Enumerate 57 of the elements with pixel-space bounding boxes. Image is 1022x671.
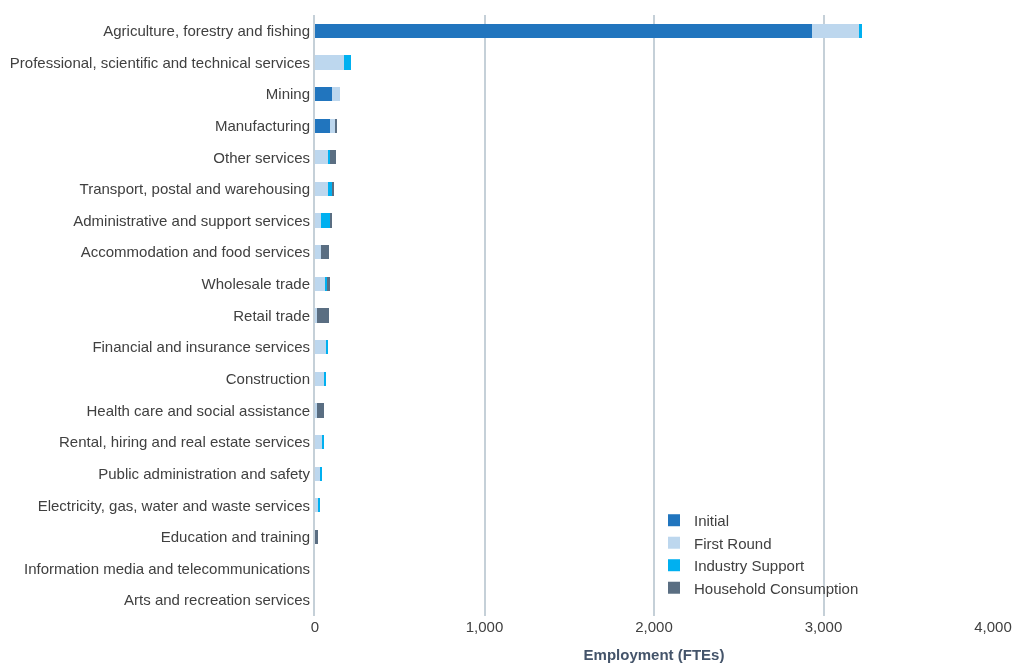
y-tick-label: Education and training <box>160 528 310 546</box>
bar <box>315 55 345 70</box>
bar <box>315 371 324 386</box>
y-tick-label: Health care and social assistance <box>86 401 310 419</box>
y-tick-label: Manufacturing <box>214 116 310 134</box>
bar <box>332 181 335 197</box>
y-tick-label: Construction <box>225 370 310 388</box>
bar <box>315 340 326 355</box>
y-tick-label: Accommodation and food services <box>80 243 310 261</box>
y-tick-label: Administrative and support services <box>73 211 310 229</box>
bar <box>315 86 332 102</box>
y-tick-label: Transport, postal and warehousing <box>79 180 310 198</box>
x-tick-label: 1,000 <box>465 618 504 635</box>
y-tick-label: Rental, hiring and real estate services <box>59 433 310 451</box>
bar <box>316 403 325 418</box>
y-tick-label: Financial and insurance services <box>92 338 310 356</box>
bar <box>321 245 330 260</box>
bar <box>315 529 318 545</box>
bar <box>315 150 328 165</box>
bar <box>329 118 335 133</box>
bar <box>315 466 320 481</box>
bar <box>315 434 323 450</box>
y-tick-label: Other services <box>213 148 310 166</box>
x-axis-title: Employment (FTEs) <box>583 646 725 663</box>
x-tick-label: 4,000 <box>974 618 1012 635</box>
bar <box>315 118 330 133</box>
y-tick-label: Electricity, gas, water and waste services <box>37 496 310 514</box>
x-tick-label: 2,000 <box>635 618 673 635</box>
x-tick-label: 3,000 <box>804 618 843 635</box>
y-tick-label: Mining <box>265 85 310 103</box>
y-tick-label: Professional, scientific and technical services <box>9 53 310 71</box>
bar <box>344 55 351 70</box>
bar <box>331 86 340 102</box>
bar <box>315 245 322 260</box>
bar <box>315 23 813 38</box>
y-tick-label: Arts and recreation services <box>124 591 310 609</box>
bar <box>323 371 326 386</box>
legend-label: Household Consumption <box>694 579 859 597</box>
bar <box>325 340 328 355</box>
y-tick-label: Public administration and safety <box>98 464 311 482</box>
bar <box>327 150 330 165</box>
bar <box>315 308 318 323</box>
bar <box>321 213 331 228</box>
x-tick-label: 0 <box>310 618 320 635</box>
legend-label: Initial <box>694 512 730 530</box>
bar <box>859 23 862 38</box>
y-tick-label: Wholesale trade <box>201 275 310 293</box>
legend-label: Industry Support <box>694 557 805 575</box>
bar <box>317 308 329 323</box>
y-tick-label: Agriculture, forestry and fishing <box>103 22 310 40</box>
bar <box>315 276 326 291</box>
bar <box>812 23 860 38</box>
y-tick-label: Information media and telecommunications <box>24 559 310 577</box>
legend-label: First Round <box>694 534 772 552</box>
bar <box>315 213 322 228</box>
bar <box>315 181 328 197</box>
y-tick-label: Retail trade <box>233 306 310 324</box>
